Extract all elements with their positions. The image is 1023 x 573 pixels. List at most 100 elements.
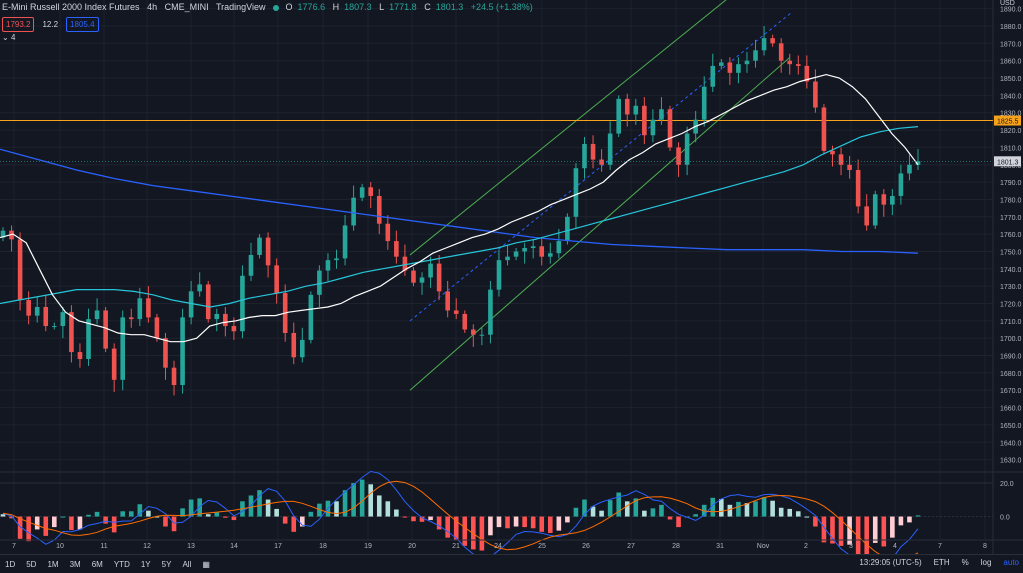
macd-bar — [342, 490, 348, 517]
candle-body — [334, 258, 339, 261]
timeframe-6m[interactable]: 6M — [91, 559, 103, 569]
macd-bar — [744, 503, 750, 517]
candle-body — [513, 251, 519, 257]
ask-price[interactable]: 1805.4 — [66, 17, 99, 32]
candle-body — [744, 60, 750, 65]
market-status-icon — [273, 4, 280, 11]
candle-body — [52, 326, 57, 328]
timeframe-1d[interactable]: 1D — [5, 559, 16, 569]
candle-body — [163, 338, 168, 368]
macd-bar — [787, 508, 793, 517]
candle-body — [590, 143, 596, 160]
macd-bar — [727, 504, 733, 517]
macd-bar — [890, 516, 895, 538]
macd-bar — [419, 516, 425, 522]
candle-body — [188, 291, 194, 318]
macd-bar — [462, 516, 468, 546]
macd-bar — [436, 516, 442, 530]
y-tick-label: 1760.0 — [1000, 232, 1022, 239]
studies-toggle[interactable]: ⌄ 4 — [2, 33, 15, 42]
clock[interactable]: 13:29:05 (UTC-5) — [859, 558, 922, 567]
macd-bar — [163, 516, 168, 527]
macd-bar — [34, 516, 40, 530]
x-tick-label: 12 — [143, 543, 151, 550]
macd-bar — [915, 515, 921, 517]
candle-body — [376, 195, 382, 224]
candle-body — [411, 270, 416, 283]
macd-bar — [795, 511, 801, 517]
candle-body — [838, 154, 844, 165]
level-price-label: 1825.5 — [997, 119, 1019, 126]
y-tick-label: 1850.0 — [1000, 76, 1022, 83]
log-scale-toggle[interactable]: log — [980, 558, 992, 567]
macd-bar — [428, 516, 433, 521]
y-tick-label: 1810.0 — [1000, 145, 1022, 152]
candle-body — [890, 195, 895, 205]
macd-bar — [77, 516, 83, 530]
x-tick-label: 27 — [627, 543, 635, 550]
timeframe-ytd[interactable]: YTD — [113, 559, 130, 569]
macd-bar — [299, 516, 305, 527]
candle-body — [17, 239, 23, 301]
candle-body — [154, 317, 160, 339]
macd-bar — [565, 516, 570, 523]
macd-bar — [872, 516, 878, 543]
timeframe-5y[interactable]: 5Y — [161, 559, 172, 569]
candle-body — [197, 284, 202, 292]
date-range-icon[interactable]: ▦ — [202, 559, 210, 569]
macd-bar — [146, 510, 151, 517]
timeframe-5d[interactable]: 5D — [26, 559, 37, 569]
x-tick-label: 11 — [100, 543, 107, 550]
candle-body — [881, 194, 887, 205]
candle-body — [453, 310, 459, 314]
candle-body — [496, 260, 502, 290]
candle-body — [676, 147, 681, 165]
interval[interactable]: 4h — [147, 2, 158, 12]
macd-bar — [530, 516, 536, 529]
candle-body — [821, 107, 827, 151]
session-toggle[interactable]: ETH — [933, 558, 950, 567]
macd-bar — [103, 516, 108, 524]
candle-body — [659, 109, 664, 120]
x-tick-label: 14 — [230, 543, 238, 550]
channel-upper-line — [409, 0, 727, 256]
macd-bar — [445, 516, 450, 538]
bid-price[interactable]: 1793.2 — [2, 17, 35, 32]
candle-body — [864, 206, 869, 226]
auto-scale-toggle[interactable]: auto — [1003, 558, 1019, 567]
macd-bar — [214, 512, 220, 517]
candle-body — [907, 164, 912, 174]
macd-bar — [411, 516, 416, 522]
y-tick-label: 1690.0 — [1000, 354, 1022, 361]
macd-bar — [573, 507, 579, 517]
candle-body — [642, 105, 647, 136]
macd-bar — [291, 516, 297, 532]
ma-mid-line — [0, 126, 919, 308]
candle-body — [539, 246, 545, 257]
candle-body — [804, 65, 810, 82]
candle-body — [385, 223, 391, 242]
studies-count: 4 — [10, 33, 16, 42]
quote-panel: 1793.2 12.2 1805.4 — [2, 17, 99, 32]
candle-body — [146, 298, 151, 318]
symbol-name[interactable]: E-Mini Russell 2000 Index Futures — [2, 2, 140, 12]
candle-body — [394, 241, 399, 257]
macd-bar — [881, 516, 887, 547]
x-tick-label: 25 — [538, 543, 546, 550]
y-tick-label: 1770.0 — [1000, 215, 1022, 222]
macd-bar — [770, 500, 775, 517]
candle-body — [582, 143, 587, 169]
candle-body — [77, 352, 83, 360]
macd-bar — [197, 498, 202, 517]
macd-bar — [761, 497, 767, 517]
timeframe-3m[interactable]: 3M — [69, 559, 81, 569]
timeframe-1m[interactable]: 1M — [47, 559, 59, 569]
timeframe-all[interactable]: All — [182, 559, 192, 569]
percent-scale-toggle[interactable]: % — [961, 558, 969, 567]
timeframe-1y[interactable]: 1Y — [140, 559, 151, 569]
macd-histogram — [0, 479, 921, 560]
candle-body — [180, 317, 185, 386]
signal-line — [2, 480, 919, 561]
y-tick-label: 1880.0 — [1000, 24, 1022, 31]
